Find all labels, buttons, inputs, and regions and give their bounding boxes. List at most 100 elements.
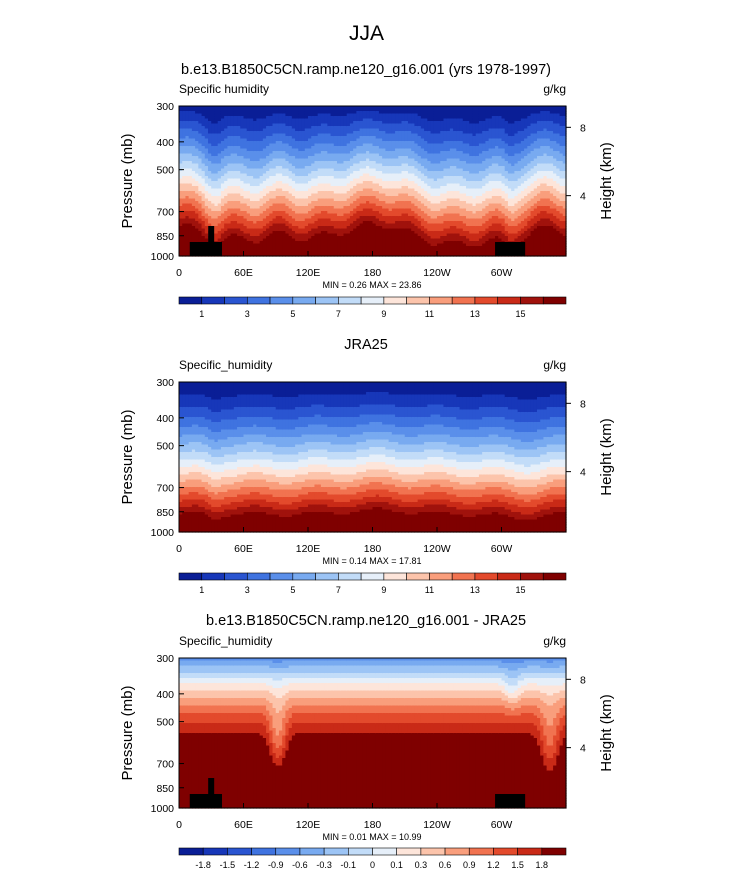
colorbar-box <box>383 572 407 581</box>
page-title: JJA <box>0 22 733 46</box>
colorbar-box <box>406 296 430 305</box>
y-tick-label: 300 <box>156 101 174 113</box>
right-tick-label: 8 <box>580 398 586 410</box>
colorbar-label: 3 <box>245 585 250 595</box>
colorbar-box <box>246 296 271 305</box>
y-tick-label: 500 <box>156 441 174 453</box>
colorbar-box <box>201 572 225 581</box>
x-tick-label: 180 <box>364 543 382 555</box>
colorbar: 1 3 5 7 9 11 13 15 <box>178 296 567 319</box>
colorbar: 1 3 5 7 9 11 13 15 <box>178 572 567 595</box>
colorbar-label: 5 <box>290 585 295 595</box>
y-tick-label: 850 <box>156 507 174 519</box>
colorbar-label: -1.8 <box>195 860 211 870</box>
colorbar-label: -0.1 <box>341 860 357 870</box>
x-tick-label: 120W <box>423 267 451 279</box>
colorbar-box <box>292 296 316 305</box>
colorbar-label: 13 <box>470 585 480 595</box>
x-tick-label: 120W <box>423 819 451 831</box>
terrain-mask <box>208 226 215 244</box>
terrain-mask <box>189 242 222 256</box>
variable-label: Specific_humidity <box>179 358 272 372</box>
right-tick-label: 4 <box>580 191 586 203</box>
y-axis-title: Pressure (mb) <box>119 409 136 504</box>
colorbar-label: 1.2 <box>487 860 500 870</box>
colorbar-label: 13 <box>470 309 480 319</box>
colorbar-box <box>497 296 521 305</box>
colorbar-box <box>348 847 373 856</box>
y-tick-label: 300 <box>156 377 174 389</box>
colorbar-box <box>178 296 203 305</box>
colorbar-box <box>497 572 521 581</box>
panel-title: b.e13.B1850C5CN.ramp.ne120_g16.001 (yrs … <box>181 62 551 78</box>
x-tick-label: 60E <box>234 543 253 555</box>
panel-3: b.e13.B1850C5CN.ramp.ne120_g16.001 - JRA… <box>119 613 615 870</box>
colorbar-box <box>474 572 499 581</box>
right-tick-label: 4 <box>580 743 586 755</box>
y-tick-label: 700 <box>156 759 174 771</box>
colorbar-box <box>542 296 567 305</box>
colorbar-box <box>542 572 567 581</box>
colorbar-box <box>202 847 228 856</box>
colorbar-label: 11 <box>425 309 434 319</box>
colorbar-label: 0.9 <box>463 860 476 870</box>
y-tick-label: 400 <box>156 137 174 149</box>
colorbar-box <box>383 296 407 305</box>
colorbar-label: 0.1 <box>390 860 403 870</box>
y-tick-label: 1000 <box>151 251 175 263</box>
x-tick-label: 120E <box>296 267 321 279</box>
x-tick-label: 0 <box>176 267 182 279</box>
colorbar-box <box>299 847 325 856</box>
units-label: g/kg <box>543 634 566 648</box>
y-tick-label: 700 <box>156 483 174 495</box>
colorbar: -1.8 -1.5 -1.2 -0.9 -0.6 -0.3 -0.1 0 0.1 0.3 0.6 0.… <box>178 847 567 870</box>
colorbar-box <box>338 296 362 305</box>
y-tick-label: 850 <box>156 231 174 243</box>
colorbar-label: -0.3 <box>316 860 332 870</box>
x-tick-label: 60E <box>234 267 253 279</box>
colorbar-box <box>372 847 397 856</box>
y-tick-label: 300 <box>156 653 174 665</box>
x-tick-label: 60W <box>491 267 513 279</box>
colorbar-label: 1.5 <box>511 860 524 870</box>
colorbar-label: 0.6 <box>439 860 452 870</box>
colorbar-box <box>429 296 453 305</box>
variable-label: Specific_humidity <box>179 634 272 648</box>
right-axis-title: Height (km) <box>598 694 615 772</box>
colorbar-box <box>323 847 349 856</box>
colorbar-box <box>360 572 385 581</box>
terrain-mask <box>189 794 222 808</box>
min-max-stats: MIN = 0.14 MAX = 17.81 <box>322 556 421 566</box>
colorbar-label: 11 <box>425 585 434 595</box>
right-axis-title: Height (km) <box>598 142 615 220</box>
colorbar-label: 1.8 <box>536 860 549 870</box>
panel-title: b.e13.B1850C5CN.ramp.ne120_g16.001 - JRA… <box>206 613 526 629</box>
right-axis-title: Height (km) <box>598 418 615 496</box>
colorbar-box <box>396 847 422 856</box>
colorbar-label: 0 <box>370 860 375 870</box>
colorbar-box <box>493 847 518 856</box>
colorbar-label: -1.2 <box>244 860 260 870</box>
colorbar-box <box>468 847 494 856</box>
y-axis-title: Pressure (mb) <box>119 133 136 228</box>
colorbar-box <box>406 572 430 581</box>
y-tick-label: 850 <box>156 783 174 795</box>
terrain-mask <box>495 242 526 256</box>
x-tick-label: 120W <box>423 543 451 555</box>
y-tick-label: 1000 <box>151 803 175 815</box>
variable-label: Specific humidity <box>179 82 269 96</box>
colorbar-box <box>251 847 277 856</box>
colorbar-label: 0.3 <box>415 860 428 870</box>
colorbar-label: 3 <box>245 309 250 319</box>
colorbar-label: -0.6 <box>292 860 308 870</box>
contour-field <box>179 106 567 257</box>
colorbar-box <box>517 847 543 856</box>
colorbar-label: 1 <box>199 309 204 319</box>
right-tick-label: 8 <box>580 122 586 134</box>
x-tick-label: 0 <box>176 819 182 831</box>
x-tick-label: 120E <box>296 819 321 831</box>
right-tick-label: 8 <box>580 674 586 686</box>
x-tick-label: 180 <box>364 267 382 279</box>
